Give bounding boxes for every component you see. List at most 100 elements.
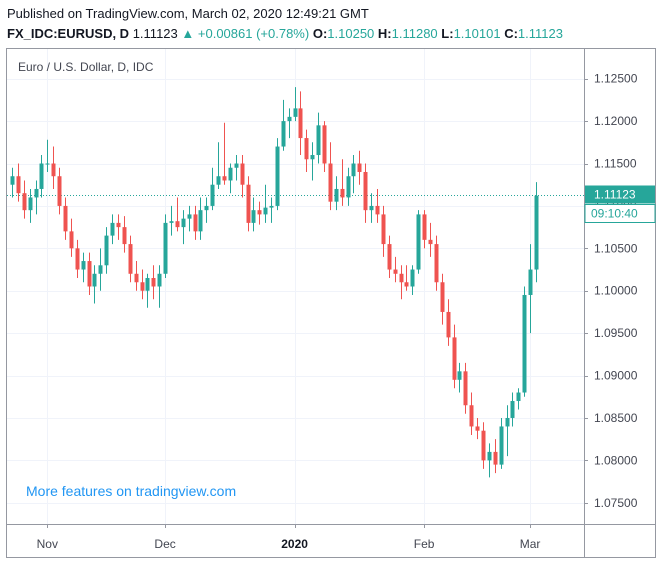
candle-body — [346, 176, 351, 198]
promo-link[interactable]: More features on tradingview.com — [26, 483, 237, 499]
candle-body — [487, 451, 492, 461]
candle-body — [69, 231, 74, 249]
candle-body — [446, 311, 451, 338]
candle-body — [275, 146, 280, 206]
candle-body — [281, 121, 286, 147]
candle-body — [522, 294, 527, 393]
candle-body — [428, 239, 433, 245]
candle-body — [140, 282, 145, 291]
candle-body — [51, 163, 56, 177]
candle-body — [246, 184, 251, 223]
candle-body — [193, 214, 198, 232]
candle-body — [493, 451, 498, 465]
candle-body — [228, 167, 233, 181]
candle-body — [328, 163, 333, 202]
candle-body — [510, 401, 515, 418]
candle-body — [422, 214, 427, 240]
candle-body — [516, 392, 521, 402]
low-value: 1.10101 — [453, 26, 501, 41]
candle-body — [216, 176, 221, 185]
change-value: +0.00861 (+0.78%) — [197, 26, 310, 41]
high-label: H: — [377, 26, 392, 41]
candle-body — [481, 430, 486, 461]
last-price-badge — [585, 185, 655, 204]
candle-body — [39, 163, 44, 189]
candle-body — [198, 210, 203, 232]
candle-body — [34, 188, 39, 198]
candle-body — [122, 227, 127, 245]
candle-body — [187, 214, 192, 219]
candle-body — [381, 214, 386, 245]
close-label: C: — [504, 26, 518, 41]
candle-body — [240, 163, 245, 185]
candle-body — [28, 197, 33, 211]
candle-body — [298, 108, 303, 139]
candle-body — [416, 214, 421, 270]
close-value: 1.11123 — [517, 26, 563, 41]
y-tick-label: 1.08000 — [594, 453, 638, 467]
candle-body — [404, 282, 409, 287]
y-tick-label: 1.09000 — [594, 369, 638, 383]
y-tick-label: 1.10500 — [594, 241, 638, 255]
open-label: O: — [312, 26, 328, 41]
candle-body — [475, 426, 480, 431]
candle-body — [251, 210, 256, 223]
candle-body — [110, 222, 115, 236]
candle-body — [87, 261, 92, 287]
symbol-label: FX_IDC:EURUSD, D — [7, 26, 130, 41]
candle-body — [175, 221, 180, 228]
candle-body — [469, 405, 474, 427]
candle-body — [334, 188, 339, 202]
candle-body — [63, 205, 68, 232]
candle-body — [463, 371, 468, 406]
candle-body — [145, 278, 150, 291]
x-tick-label: Nov — [37, 537, 58, 551]
y-tick-label: 1.07500 — [594, 496, 638, 510]
candle-body — [22, 193, 27, 211]
candle-body — [534, 195, 539, 270]
candle-body — [375, 205, 380, 215]
x-tick-label: Dec — [154, 537, 175, 551]
x-tick-label: Feb — [414, 537, 435, 551]
candle-body — [399, 273, 404, 283]
candle-body — [181, 218, 186, 228]
candle-body — [57, 176, 62, 206]
candle-body — [434, 244, 439, 283]
y-tick-label: 1.11500 — [594, 157, 637, 171]
last-price-badge-text: 1.11123 — [594, 188, 636, 202]
candle-body — [222, 176, 227, 181]
candle-body — [316, 125, 321, 156]
y-tick-label: 1.09500 — [594, 326, 638, 340]
candle-body — [81, 261, 86, 270]
candle-body — [310, 155, 315, 160]
chart-frame — [6, 48, 656, 558]
candle-body — [163, 222, 168, 274]
candle-body — [357, 163, 362, 172]
candle-body — [98, 265, 103, 274]
candle-body — [116, 222, 121, 228]
y-tick-label: 1.10000 — [594, 284, 638, 298]
countdown-badge — [584, 204, 656, 223]
last-price: 1.11123 — [132, 26, 178, 41]
low-label: L: — [441, 26, 454, 41]
candle-body — [134, 273, 139, 283]
candle-body — [528, 269, 533, 295]
y-tick-label: 1.12000 — [594, 114, 638, 128]
change-up-icon: ▲ — [181, 26, 195, 41]
candle-body — [369, 205, 374, 211]
candle-body — [351, 163, 356, 177]
candle-body — [269, 205, 274, 208]
candle-body — [322, 125, 327, 164]
candle-body — [387, 244, 392, 270]
candle-body — [169, 221, 174, 223]
candle-body — [304, 138, 309, 160]
candle-body — [92, 273, 97, 287]
candle-body — [45, 163, 50, 165]
candle-body — [257, 210, 262, 215]
candle-body — [128, 244, 133, 274]
candle-body — [151, 278, 156, 287]
candle-body — [10, 176, 15, 185]
candle-body — [204, 205, 209, 211]
candle-body — [234, 163, 239, 168]
